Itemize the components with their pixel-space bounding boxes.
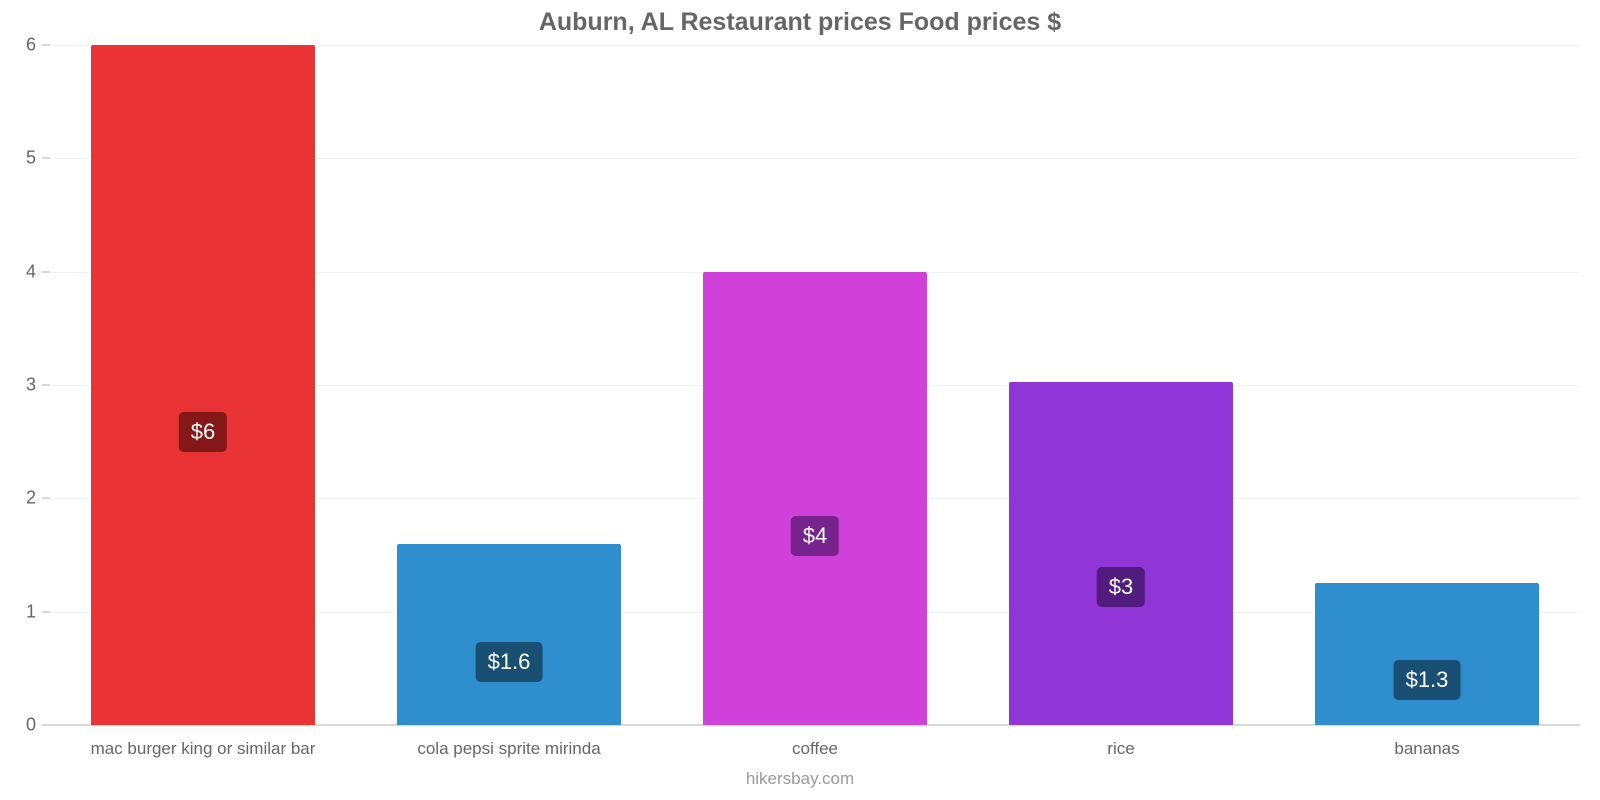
y-tick-mark — [42, 497, 50, 499]
x-category-label: bananas — [1394, 725, 1459, 759]
y-tick-mark — [42, 611, 50, 613]
bar-value-label: $3 — [1097, 567, 1145, 607]
chart-title: Auburn, AL Restaurant prices Food prices… — [0, 0, 1600, 37]
y-tick-mark — [42, 271, 50, 273]
bar — [397, 544, 620, 725]
bar — [91, 45, 314, 725]
bar-value-label: $1.6 — [476, 642, 543, 682]
chart-root: Auburn, AL Restaurant prices Food prices… — [0, 0, 1600, 800]
chart-plot-area: 0123456$6mac burger king or similar bar$… — [50, 45, 1580, 725]
x-category-label: coffee — [792, 725, 838, 759]
y-tick-mark — [42, 44, 50, 46]
bar-value-label: $1.3 — [1394, 660, 1461, 700]
bar-value-label: $4 — [791, 516, 839, 556]
y-tick-mark — [42, 384, 50, 386]
x-category-label: cola pepsi sprite mirinda — [417, 725, 600, 759]
chart-credit: hikersbay.com — [0, 769, 1600, 789]
bar-value-label: $6 — [179, 412, 227, 452]
y-tick-mark — [42, 157, 50, 159]
x-category-label: rice — [1107, 725, 1134, 759]
x-category-label: mac burger king or similar bar — [91, 725, 316, 759]
bar — [1315, 583, 1538, 725]
y-tick-mark — [42, 724, 50, 726]
bar — [1009, 382, 1232, 725]
bar — [703, 272, 926, 725]
